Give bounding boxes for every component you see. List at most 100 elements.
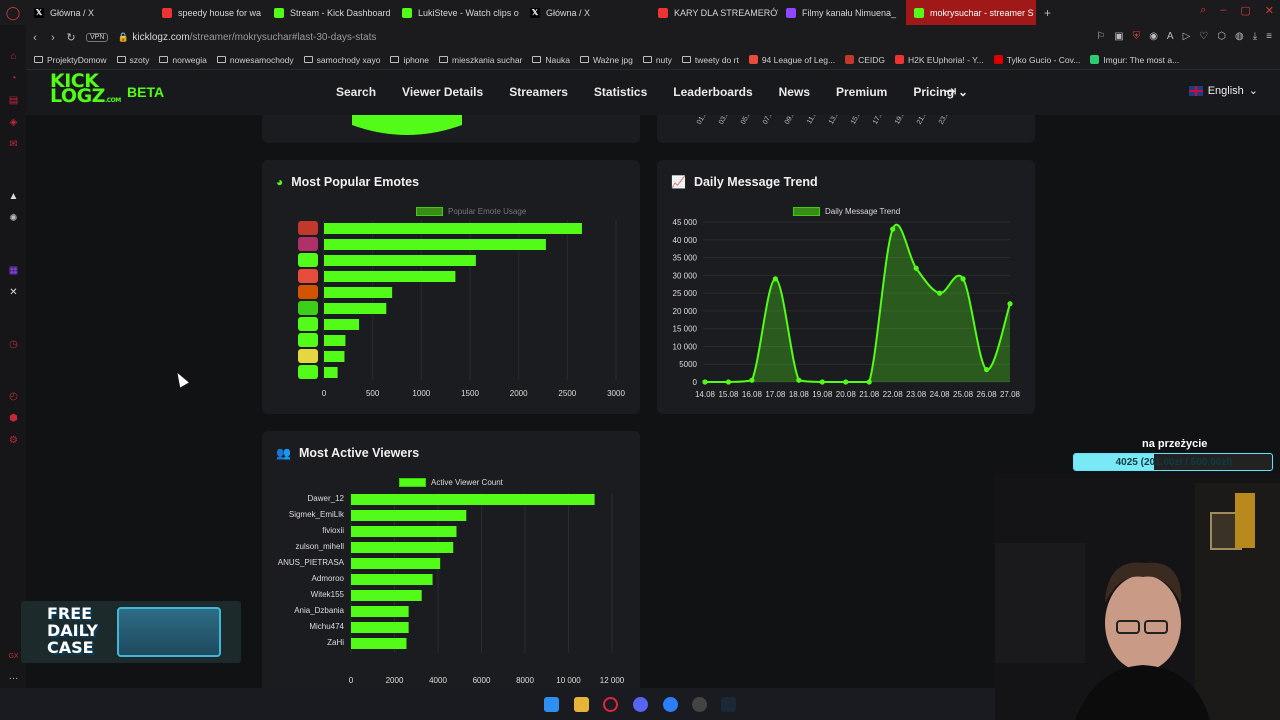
windows-start-icon[interactable] (544, 697, 559, 712)
viewer-bar[interactable] (351, 526, 457, 537)
mail-icon[interactable]: ✉ (9, 139, 18, 150)
bookmark-item[interactable]: CEIDG (845, 55, 885, 65)
viewer-bar[interactable] (351, 590, 422, 601)
data-point[interactable] (983, 366, 990, 373)
shield-icon[interactable]: ⛨ (1132, 31, 1141, 42)
bookmark-item[interactable]: mieszkania suchar (439, 55, 522, 65)
emote-bar[interactable] (324, 367, 338, 378)
data-point[interactable] (772, 276, 778, 282)
viewer-bar[interactable] (351, 638, 407, 649)
viewer-bar[interactable] (351, 574, 433, 585)
back-icon[interactable]: ‹ (33, 31, 37, 44)
reload-icon[interactable]: ↻ (66, 32, 76, 44)
bookmark-item[interactable]: iphone (390, 55, 429, 65)
shopping-icon[interactable]: ▤ (8, 95, 19, 106)
forward-icon[interactable]: › (51, 31, 55, 44)
url-field[interactable]: kicklogz.com/streamer/mokrysuchar#last-3… (132, 32, 376, 43)
menu-item-leaderboards[interactable]: Leaderboards (673, 85, 753, 99)
messenger-icon[interactable]: ◈ (9, 117, 18, 128)
browser-tab[interactable]: 𝕏 Główna / X (522, 0, 650, 25)
translate-icon[interactable]: A (1166, 31, 1174, 42)
bookmark-item[interactable]: Nauka (532, 55, 570, 65)
aria-icon[interactable]: ◔ (10, 73, 17, 84)
file-explorer-icon[interactable] (574, 697, 589, 712)
x-icon[interactable]: ✕ (9, 287, 18, 298)
snapshot-icon[interactable]: ▣ (1114, 31, 1124, 42)
obs-icon[interactable] (692, 697, 707, 712)
daily-legend[interactable]: Daily Message Trend (793, 207, 900, 216)
data-point[interactable] (890, 226, 896, 232)
emotes-legend[interactable]: Popular Emote Usage (416, 207, 526, 216)
gx-icon[interactable]: GX (8, 653, 19, 660)
free-daily-case-banner[interactable]: FREE DAILY CASE (21, 601, 241, 663)
data-point[interactable] (960, 276, 966, 282)
bookmark-icon[interactable]: ⚐ (1096, 31, 1106, 42)
login-icon[interactable]: ⇥ (944, 83, 957, 100)
settings-icon[interactable]: ⚙ (9, 435, 18, 446)
bookmark-item[interactable]: ProjektyDomow (34, 55, 107, 65)
emote-bar[interactable] (324, 351, 345, 362)
data-point[interactable] (702, 379, 708, 385)
emote-bar[interactable] (324, 287, 393, 298)
vpn-badge[interactable]: VPN (86, 33, 109, 42)
bookmark-item[interactable]: 94 League of Leg... (748, 55, 835, 65)
browser-tab[interactable]: Stream - Kick Dashboard (266, 0, 394, 25)
profile-icon[interactable]: ◍ (1235, 31, 1244, 42)
bookmark-item[interactable]: szoty (116, 55, 149, 65)
emote-bar[interactable] (324, 223, 582, 234)
data-point[interactable] (1007, 301, 1013, 307)
viewer-bar[interactable] (351, 542, 454, 553)
new-tab-button[interactable]: + (1044, 5, 1052, 20)
steam-icon[interactable] (721, 697, 736, 712)
history-icon[interactable]: ◴ (9, 391, 18, 402)
play-icon[interactable]: ▷ (1182, 31, 1191, 42)
chatgpt-icon[interactable]: ✺ (9, 213, 18, 224)
bookmark-item[interactable]: samochody xayo (303, 55, 380, 65)
emote-bar[interactable] (324, 239, 546, 250)
emote-bar[interactable] (324, 255, 476, 266)
twitch-icon[interactable]: ▦ (8, 265, 19, 276)
viewer-bar[interactable] (351, 510, 467, 521)
menu-item-premium[interactable]: Premium (836, 85, 888, 99)
language-selector[interactable]: English ⌄ (1188, 84, 1258, 97)
eye-icon[interactable]: ◉ (1149, 31, 1158, 42)
data-point[interactable] (866, 379, 872, 385)
menu-item-statistics[interactable]: Statistics (593, 85, 648, 99)
close-window-icon[interactable]: ✕ (1264, 5, 1274, 17)
browser-tab[interactable]: LukiSteve - Watch clips o (394, 0, 522, 25)
bookmark-item[interactable]: tweety do rt (681, 55, 739, 65)
menu-item-news[interactable]: News (778, 85, 810, 99)
bookmark-item[interactable]: H2K EUphoria! - Y... (895, 55, 984, 65)
browser-tab[interactable]: KARY DLA STREAMERÓW (650, 0, 778, 25)
menu-item-pricing[interactable]: Pricing (913, 85, 955, 99)
clock-icon[interactable]: ◷ (9, 339, 18, 350)
emote-bar[interactable] (324, 319, 360, 330)
bookmark-item[interactable]: norwegia (159, 55, 207, 65)
more-icon[interactable]: … (8, 671, 19, 682)
emote-bar[interactable] (324, 271, 456, 282)
data-point[interactable] (749, 377, 755, 383)
data-point[interactable] (819, 379, 825, 385)
ai-icon[interactable]: ▲ (8, 191, 19, 202)
data-point[interactable] (913, 265, 919, 271)
data-point[interactable] (937, 290, 943, 296)
opera-logo-icon[interactable]: ◯ (5, 4, 21, 20)
search-tabs-icon[interactable]: ⌕ (1200, 4, 1207, 16)
extensions-icon[interactable]: ⬡ (1217, 31, 1226, 42)
viewer-bar[interactable] (351, 494, 595, 505)
opera-gx-taskbar-icon[interactable] (603, 697, 618, 712)
browser-tab[interactable]: 𝕏 Główna / X (26, 0, 154, 25)
bookmark-item[interactable]: nowesamochody (216, 55, 294, 65)
browser-tab[interactable]: speedy house for wa (154, 0, 266, 25)
maximize-icon[interactable]: ▢ (1240, 5, 1251, 17)
viewer-bar[interactable] (351, 622, 409, 633)
bookmark-item[interactable]: nuty (642, 55, 672, 65)
kicklogz-logo[interactable]: KICK LOGZ.COM (50, 72, 121, 108)
bookmark-item[interactable]: Imgur: The most a... (1090, 55, 1179, 65)
home-icon[interactable]: ⌂ (10, 51, 17, 62)
viewer-bar[interactable] (351, 606, 409, 617)
discord-icon[interactable] (633, 697, 648, 712)
menu-item-viewer-details[interactable]: Viewer Details (402, 85, 484, 99)
browser-tab[interactable]: Filmy kanału Nimuena_ (778, 0, 906, 25)
emote-bar[interactable] (324, 335, 346, 346)
